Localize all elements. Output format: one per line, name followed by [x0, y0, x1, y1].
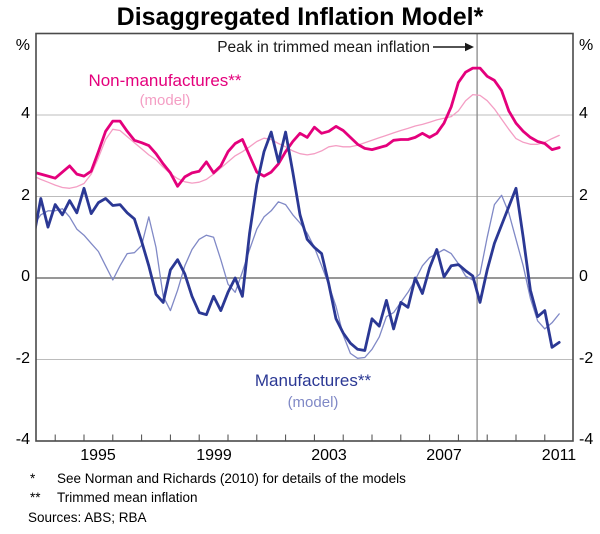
sources-line: Sources: ABS; RBA	[28, 510, 147, 525]
series-manufactures-model	[36, 194, 560, 359]
y-axis-label-left: 4	[21, 105, 30, 122]
y-axis-label-left: 0	[21, 268, 30, 285]
footnote-1-text: See Norman and Richards (2010) for detai…	[57, 471, 406, 486]
year-ticks	[54, 434, 546, 441]
x-axis-label-1995: 1995	[80, 447, 116, 464]
legend-non-manufactures: Non-manufactures**	[88, 71, 242, 90]
x-axis-label-1999: 1999	[196, 447, 232, 464]
y-axis-label-right: -2	[579, 350, 594, 367]
annotation-arrow-icon	[433, 42, 474, 52]
y-axis-label-right: 2	[579, 187, 588, 204]
y-axis-unit-left: %	[15, 37, 30, 54]
footnote-1-marker: *	[30, 471, 36, 486]
x-axis-label-2003: 2003	[311, 447, 347, 464]
y-axis-label-left: 2	[21, 187, 30, 204]
footnote-2-text: Trimmed mean inflation	[57, 490, 198, 505]
y-axis-label-left: -4	[15, 431, 30, 448]
footnote-2: ** Trimmed mean inflation	[30, 490, 198, 505]
chart-title: Disaggregated Inflation Model*	[116, 3, 484, 31]
y-axis-label-right: -4	[579, 431, 594, 448]
plot-frame	[35, 32, 574, 442]
y-axis-unit-right: %	[579, 37, 594, 54]
y-axis-label-right: 4	[579, 105, 588, 122]
peak-annotation-label: Peak in trimmed mean inflation	[217, 39, 430, 56]
series-manufactures-actual	[36, 130, 561, 352]
y-axis-label-right: 0	[579, 268, 588, 285]
series-non-manufactures-actual	[36, 66, 561, 188]
y-axis-label-left: -2	[15, 350, 30, 367]
x-axis-label-2007: 2007	[426, 447, 462, 464]
legend-non-manufactures-model: (model)	[139, 92, 191, 109]
gridlines	[36, 114, 573, 360]
footnote-1: * See Norman and Richards (2010) for deta…	[30, 471, 406, 486]
x-axis-label-2011: 2011	[541, 447, 577, 464]
legend-manufactures: Manufactures**	[254, 371, 372, 390]
footnote-2-marker: **	[30, 490, 41, 505]
series-non-manufactures-model	[36, 93, 560, 189]
legend-manufactures-model: (model)	[287, 394, 339, 411]
